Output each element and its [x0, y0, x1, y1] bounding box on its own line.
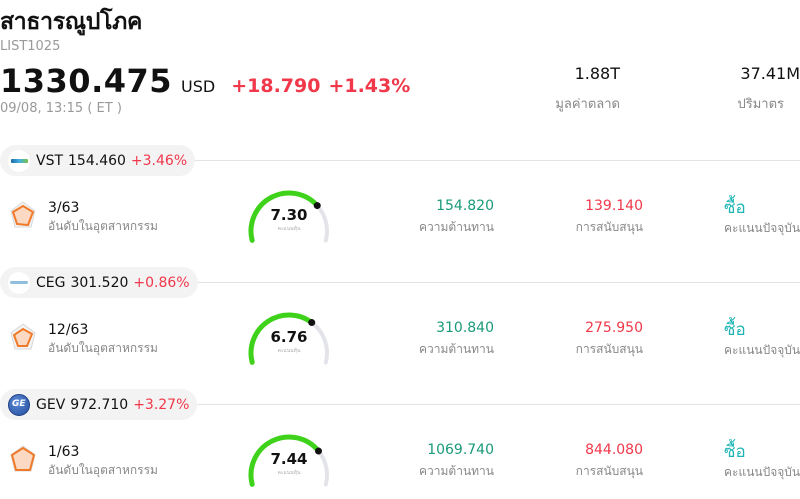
gauge-marker: [308, 319, 316, 327]
ticker-price: 972.710: [70, 396, 129, 413]
ge-vernova-logo: [8, 393, 30, 416]
market-cap-label: มูลค่าตลาด: [555, 97, 620, 112]
market-cap-stat: 1.88T มูลค่าตลาด: [555, 64, 620, 114]
ticker-pill[interactable]: GEV 972.710 +3.27%: [0, 389, 198, 420]
currency-label: USD: [181, 77, 216, 96]
score-gauge: [248, 434, 329, 487]
divider: [0, 282, 800, 283]
score-gauge: [248, 312, 329, 365]
volume-value: 37.41M: [740, 64, 800, 83]
ticker-change-percent: +3.46%: [130, 152, 188, 169]
stock-score-caption: คะแนนหุ้น: [277, 348, 301, 354]
constellation-logo: [8, 271, 30, 294]
resistance-value: 1069.740: [427, 442, 494, 458]
index-price: 1330.475: [0, 62, 173, 100]
stock-score-value: 7.44: [270, 450, 308, 468]
ticker-symbol: CEG: [36, 274, 66, 291]
recommendation-value: ซื้อ: [724, 442, 746, 462]
gauge-fill: [248, 190, 320, 243]
price-row: 1330.475 USD +18.790 +1.43%: [0, 62, 410, 100]
recommendation-value: ซื้อ: [724, 320, 746, 340]
resistance-label: ความต้านทาน: [419, 342, 494, 356]
vistra-logo: [8, 149, 30, 172]
industry-rank-value: 1/63: [48, 444, 80, 460]
list-code: LIST1025: [0, 39, 61, 54]
industry-rank-value: 12/63: [48, 322, 89, 338]
stock-score-value: 6.76: [270, 328, 308, 346]
recommendation-label: คะแนนปัจจุบัน: [724, 465, 800, 479]
radar-chart-icon: [10, 445, 36, 472]
ticker-change-percent: +3.27%: [133, 396, 190, 413]
gauge-fill: [248, 434, 321, 487]
support-value: 275.950: [585, 320, 643, 336]
support-label: การสนับสนุน: [575, 464, 643, 478]
resistance-label: ความต้านทาน: [419, 464, 494, 478]
price-change: +18.790: [231, 75, 321, 97]
radar-chart-icon: [10, 323, 36, 350]
recommendation-label: คะแนนปัจจุบัน: [724, 221, 800, 235]
ticker-pill[interactable]: VST 154.460 +3.46%: [0, 145, 196, 176]
volume-stat: 37.41M ปริมาตร: [737, 64, 800, 114]
resistance-value: 154.820: [436, 198, 494, 214]
divider: [0, 404, 800, 405]
gauge-marker: [314, 447, 322, 455]
stock-score-caption: คะแนนหุ้น: [277, 470, 301, 476]
market-cap-value: 1.88T: [574, 64, 620, 83]
timestamp: 09/08, 13:15 ( ET ): [0, 101, 122, 116]
ticker-price: 154.460: [68, 152, 126, 169]
page-title: สาธารณูปโภค: [0, 9, 143, 35]
stock-card-vst[interactable]: VST 154.460 +3.46% 3/63 อันดับในอุตสาหกร…: [0, 145, 800, 267]
ticker-symbol: GEV: [36, 396, 66, 413]
industry-rank-label: อันดับในอุตสาหกรรม: [48, 341, 158, 355]
volume-label: ปริมาตร: [737, 97, 784, 112]
resistance-label: ความต้านทาน: [419, 220, 494, 234]
stock-card-ceg[interactable]: CEG 301.520 +0.86% 12/63 อันดับในอุตสาหก…: [0, 267, 800, 389]
price-change-percent: +1.43%: [328, 75, 411, 97]
score-gauge: [248, 190, 329, 243]
support-label: การสนับสนุน: [575, 342, 643, 356]
support-label: การสนับสนุน: [575, 220, 643, 234]
stock-score-caption: คะแนนหุ้น: [277, 226, 301, 232]
support-value: 844.080: [585, 442, 643, 458]
industry-rank-label: อันดับในอุตสาหกรรม: [48, 463, 158, 477]
ticker-pill[interactable]: CEG 301.520 +0.86%: [0, 267, 198, 298]
gauge-track: [309, 320, 329, 365]
stock-score-value: 7.30: [270, 206, 308, 224]
radar-chart-icon: [10, 201, 36, 228]
ticker-symbol: VST: [36, 152, 64, 169]
ticker-price: 301.520: [70, 274, 129, 291]
recommendation-label: คะแนนปัจจุบัน: [724, 343, 800, 357]
divider: [0, 160, 800, 161]
recommendation-value: ซื้อ: [724, 198, 746, 218]
industry-rank-value: 3/63: [48, 200, 80, 216]
industry-rank-label: อันดับในอุตสาหกรรม: [48, 219, 158, 233]
gauge-marker: [313, 202, 321, 210]
stock-card-gev[interactable]: GEV 972.710 +3.27% 1/63 อันดับในอุตสาหกร…: [0, 389, 800, 499]
ticker-change-percent: +0.86%: [133, 274, 190, 291]
gauge-fill: [248, 312, 315, 365]
support-value: 139.140: [585, 198, 643, 214]
resistance-value: 310.840: [436, 320, 494, 336]
